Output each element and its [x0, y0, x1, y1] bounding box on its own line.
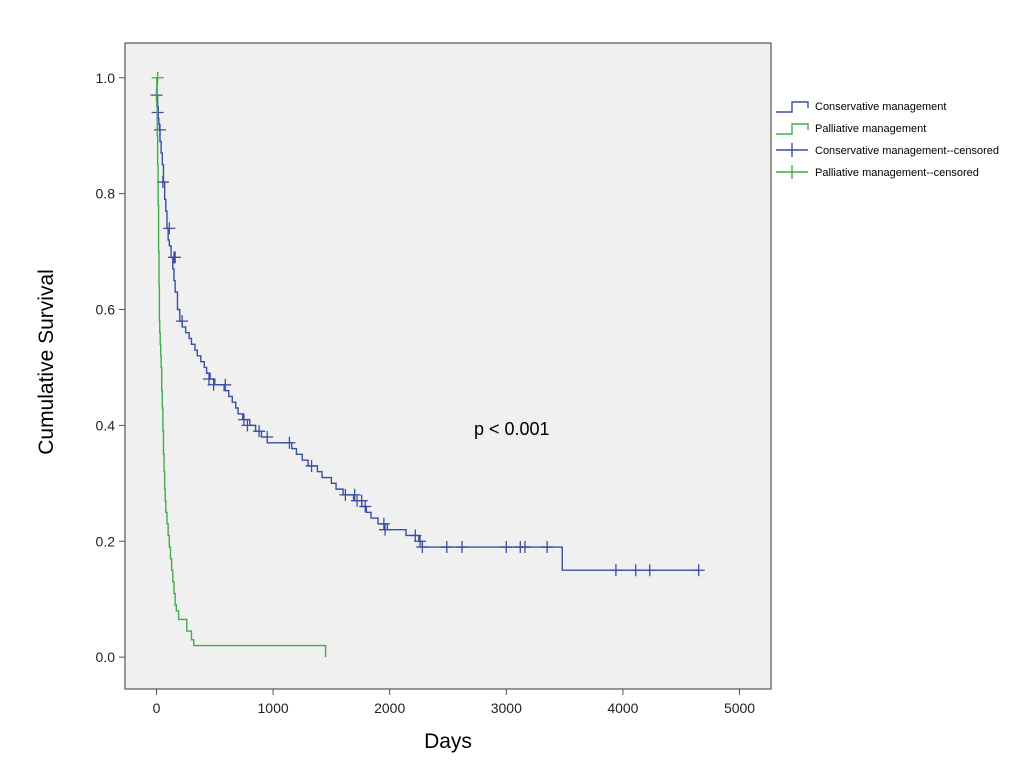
legend-label-palliative-management-censored: Palliative management--censored [815, 167, 979, 179]
p-value-annotation: p < 0.001 [474, 419, 550, 439]
series-layer [150, 71, 705, 658]
x-tick-label: 4000 [607, 700, 638, 716]
legend-label-palliative-management: Palliative management [815, 123, 926, 135]
x-tick-label: 3000 [491, 700, 522, 716]
plot-area [124, 42, 772, 690]
conservative-management-censor-mark [359, 500, 372, 513]
legend-swatch-palliative-management-censored [776, 165, 808, 179]
conservative-management-censor-mark [176, 315, 189, 328]
conservative-management-censor-mark [440, 541, 453, 554]
conservative-management-censor-mark [219, 378, 232, 391]
legend-swatch-conservative-management-censored [776, 143, 808, 157]
x-axis-title: Days [424, 730, 472, 753]
conservative-management-censor-mark [414, 535, 427, 548]
legend-swatch-palliative-management [776, 123, 809, 135]
conservative-management-censor-mark [409, 529, 422, 542]
palliative-management-survival-curve [156, 77, 327, 658]
palliative-management-censor-mark [151, 71, 164, 84]
conservative-management-censor-mark [500, 541, 513, 554]
conservative-management-censor-mark [253, 425, 266, 438]
conservative-management-censor-mark [283, 436, 296, 449]
y-axis: 0.0 0.2 0.4 0.6 0.8 1.0 [96, 70, 125, 665]
legend: Conservative management Palliative manage… [776, 101, 999, 179]
conservative-management-censor-mark [643, 564, 656, 577]
conservative-management-censor-mark [348, 488, 361, 501]
conservative-management-censor-mark [416, 541, 429, 554]
y-tick-label: 0.2 [96, 533, 116, 549]
conservative-management-censor-mark [163, 222, 176, 235]
legend-swatch-conservative-management [776, 101, 809, 113]
conservative-management-censor-mark [455, 541, 468, 554]
conservative-management-censor-mark [207, 378, 220, 391]
legend-label-conservative-management: Conservative management [815, 101, 946, 113]
conservative-management-censor-mark [241, 419, 254, 432]
legend-label-conservative-management-censored: Conservative management--censored [815, 145, 999, 157]
conservative-management-censor-mark [261, 430, 274, 443]
x-tick-label: 5000 [724, 700, 755, 716]
conservative-management-censor-mark [377, 517, 390, 530]
conservative-management-censor-mark [629, 564, 642, 577]
conservative-management-censor-mark [305, 459, 318, 472]
x-tick-label: 0 [153, 700, 161, 716]
conservative-management-censor-mark [169, 251, 182, 264]
conservative-management-censor-mark [156, 176, 169, 189]
y-tick-label: 0.6 [96, 302, 116, 318]
x-tick-label: 1000 [258, 700, 289, 716]
conservative-management-censor-mark [609, 564, 622, 577]
conservative-management-censor-mark [541, 541, 554, 554]
x-tick-label: 2000 [374, 700, 405, 716]
conservative-management-censor-mark [202, 373, 215, 386]
x-axis: 0 1000 2000 3000 4000 5000 [153, 689, 755, 716]
y-tick-label: 0.4 [96, 417, 116, 433]
conservative-management-censor-mark [379, 523, 392, 536]
y-tick-label: 0.8 [96, 186, 116, 202]
y-tick-label: 0.0 [96, 649, 116, 665]
conservative-management-censor-mark [518, 541, 531, 554]
conservative-management-censor-mark [153, 123, 166, 136]
conservative-management-censor-mark [692, 564, 705, 577]
y-axis-title: Cumulative Survival [35, 269, 58, 455]
y-tick-label: 1.0 [96, 70, 116, 86]
